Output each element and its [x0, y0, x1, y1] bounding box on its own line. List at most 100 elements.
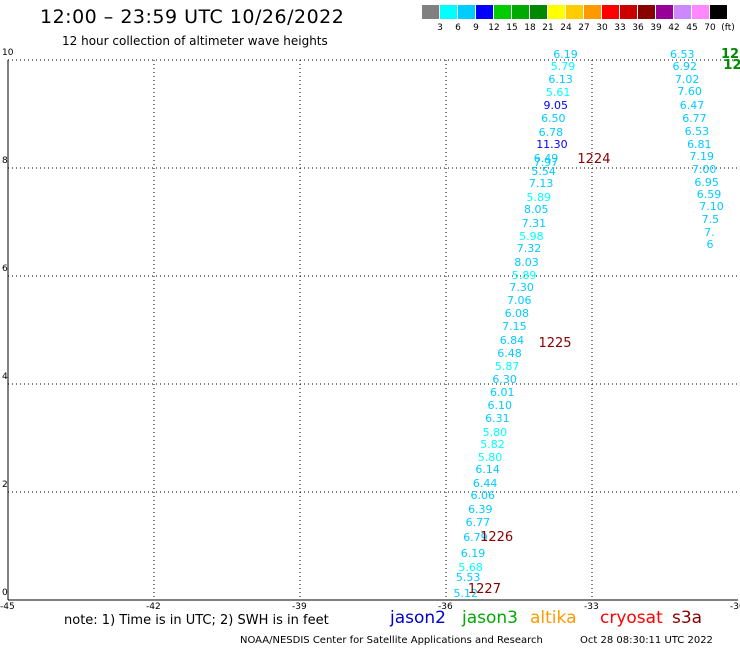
wave-height-value: 6.01	[489, 386, 515, 400]
wave-height-value: 6.30	[492, 373, 517, 387]
wave-height-value: 7.13	[528, 177, 554, 191]
color-scale-swatch	[548, 5, 565, 19]
satellite-legend-s3a: s3a	[672, 608, 703, 628]
color-scale-label: 27	[578, 23, 590, 33]
satellite-legend-cryosat: cryosat	[600, 608, 663, 628]
color-scale-label: 15	[506, 23, 518, 33]
wave-height-value: 6.19	[460, 547, 486, 561]
x-tick-label: -36	[438, 602, 453, 612]
color-scale-swatch	[710, 5, 727, 19]
color-scale-label: 18	[524, 23, 536, 33]
wave-height-value: 5.98	[519, 229, 544, 243]
wave-height-value: 6.08	[504, 306, 530, 320]
wave-height-value: 6.10	[487, 398, 513, 412]
wave-height-value: 6.81	[687, 137, 712, 151]
wave-height-value: 6.77	[465, 516, 491, 530]
x-tick-label: -39	[292, 602, 307, 612]
generated-date: Oct 28 08:30:11 UTC 2022	[580, 635, 713, 646]
wave-height-value: 7.60	[677, 85, 702, 99]
wave-height-value: 5.80	[482, 425, 508, 439]
wave-height-value: 6.59	[696, 188, 722, 201]
color-scale-label: 45	[686, 23, 698, 33]
wave-height-value: 6.14	[475, 463, 500, 477]
wave-height-value: 7.06	[507, 294, 532, 308]
color-scale-swatch	[602, 5, 619, 19]
color-scale-swatch	[620, 5, 637, 19]
color-scale-swatch	[476, 5, 493, 19]
wave-height-value: 8.03	[514, 255, 539, 269]
wave-height-value: 6.79	[463, 530, 488, 544]
color-scale-swatch	[530, 5, 547, 19]
wave-height-value: 7.00	[691, 162, 717, 176]
pass-time-label: 1226	[480, 529, 514, 545]
color-scale-swatch	[458, 5, 475, 19]
pass-time-label: 1227	[467, 582, 501, 598]
wave-height-value: 6.50	[541, 112, 566, 126]
wave-height-value: 6.77	[682, 112, 707, 126]
wave-height-value: 6	[706, 238, 714, 252]
page-subtitle: 12 hour collection of altimeter wave hei…	[62, 34, 328, 48]
wave-height-value: 6.48	[497, 347, 522, 361]
y-tick-label: 10	[2, 48, 14, 58]
color-scale-swatch	[422, 5, 439, 19]
wave-height-value: 7.97	[533, 155, 559, 169]
units-note: note: 1) Time is in UTC; 2) SWH is in fe…	[64, 613, 329, 628]
color-scale-label: 9	[473, 23, 479, 33]
x-tick-label: -45	[0, 602, 15, 612]
color-scale-swatch	[512, 5, 529, 19]
wave-height-value: 6.53	[684, 124, 710, 138]
wave-height-value: 5.12	[453, 586, 478, 600]
wave-height-value: 6.47	[679, 98, 705, 112]
wave-height-value: 7.19	[689, 150, 715, 164]
color-scale-swatch	[566, 5, 583, 19]
wave-height-value: 6.92	[672, 60, 697, 74]
wave-height-value: 6.31	[485, 412, 510, 426]
wave-height-value: 6.39	[468, 502, 493, 516]
page-title: 12:00 – 23:59 UTC 10/26/2022	[40, 6, 345, 28]
color-scale-label: 12	[488, 23, 500, 33]
wave-height-value: 6.49	[533, 151, 559, 165]
wave-height-value: 7.31	[521, 216, 547, 230]
wave-height-value: 5.89	[526, 190, 551, 204]
wave-height-value: 7.30	[509, 281, 534, 295]
wave-height-value: 6.53	[670, 47, 695, 61]
wave-height-value: 5.87	[494, 359, 520, 373]
x-tick-label: -30	[730, 602, 740, 612]
color-scale-label: 70	[704, 23, 716, 33]
credit-line: NOAA/NESDIS Center for Satellite Applica…	[240, 635, 543, 646]
wave-height-value: 9.05	[543, 98, 569, 112]
wave-height-value: 6.44	[472, 476, 498, 490]
x-tick-label: -33	[584, 602, 599, 612]
wave-height-value: 7.5	[701, 213, 720, 227]
color-scale-label: 39	[650, 23, 662, 33]
color-scale-label: 21	[542, 23, 554, 33]
wave-height-value: 6.19	[553, 47, 578, 61]
color-scale-label: 6	[455, 23, 461, 33]
wave-height-value: 7.10	[699, 200, 724, 214]
y-tick-label: 0	[2, 588, 8, 598]
color-scale-label: 33	[614, 23, 626, 33]
y-tick-label: 8	[2, 156, 8, 166]
y-tick-label: 2	[2, 480, 8, 490]
color-scale-swatch	[584, 5, 601, 19]
wave-height-value: 5.79	[550, 60, 576, 74]
pass-time-label: 123	[723, 58, 740, 74]
color-scale-swatch	[440, 5, 457, 19]
wave-height-value: 6.95	[694, 175, 719, 189]
color-scale-swatch	[674, 5, 691, 19]
x-tick-label: -42	[146, 602, 161, 612]
color-scale-label: 42	[668, 23, 680, 33]
y-tick-label: 4	[2, 372, 8, 382]
wave-height-value: 6.78	[538, 125, 564, 139]
color-scale-label: (ft)	[721, 23, 735, 33]
wave-height-value: 6.13	[548, 72, 573, 86]
wave-height-value: 11.30	[536, 138, 568, 152]
color-scale-label: 3	[437, 23, 443, 33]
satellite-legend-jason3: jason3	[462, 608, 518, 628]
wave-height-value: 6.06	[470, 489, 496, 503]
color-scale-label: 24	[560, 23, 572, 33]
pass-time-label: 1224	[577, 151, 611, 167]
satellite-legend-altika: altika	[530, 608, 577, 628]
y-tick-label: 6	[2, 264, 8, 274]
wave-height-value: 5.53	[455, 571, 481, 585]
